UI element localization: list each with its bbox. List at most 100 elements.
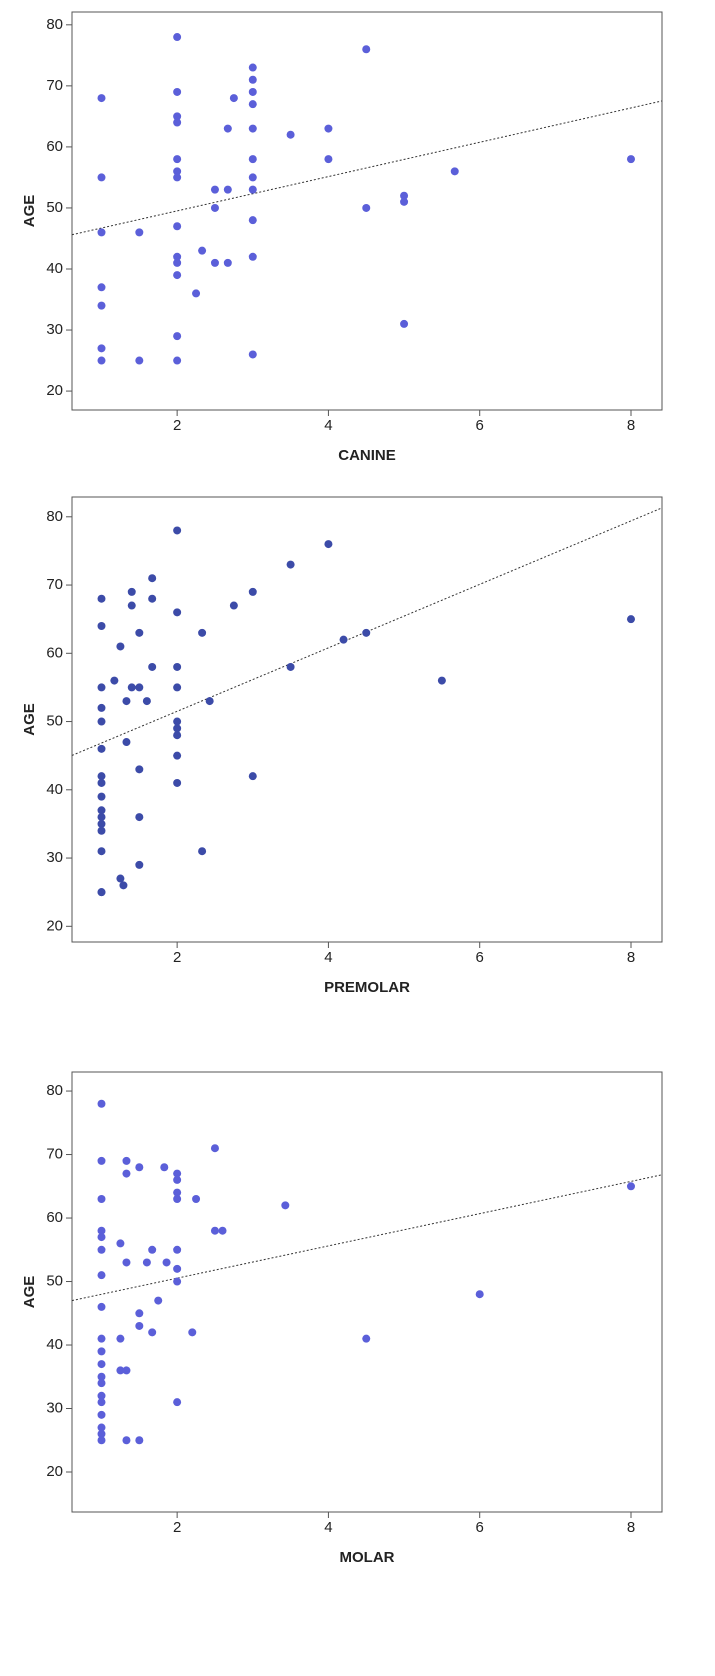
x-tick-label: 6 — [476, 417, 484, 434]
point — [248, 124, 257, 133]
point — [324, 540, 333, 549]
point — [97, 826, 106, 835]
point — [97, 94, 106, 103]
point — [229, 601, 238, 610]
point — [135, 860, 144, 869]
point — [97, 1156, 106, 1165]
point — [116, 1366, 125, 1375]
y-tick-label: 70 — [46, 576, 63, 593]
point — [97, 1379, 106, 1388]
point — [122, 1366, 131, 1375]
x-tick-label: 2 — [173, 417, 181, 434]
point — [281, 1201, 290, 1210]
point — [362, 628, 371, 637]
point — [135, 683, 144, 692]
point — [154, 1296, 163, 1305]
point — [198, 628, 207, 637]
point — [127, 587, 136, 596]
point — [97, 301, 106, 310]
point — [205, 697, 214, 706]
point — [173, 1398, 182, 1407]
point — [97, 744, 106, 753]
point — [173, 87, 182, 96]
point — [248, 587, 257, 596]
point — [223, 124, 232, 133]
point — [286, 130, 295, 139]
point — [173, 222, 182, 231]
y-tick-label: 40 — [46, 1336, 63, 1353]
x-tick-label: 4 — [324, 1519, 332, 1536]
point — [248, 173, 257, 182]
point — [162, 1258, 171, 1267]
point — [173, 252, 182, 261]
point — [116, 1239, 125, 1248]
point — [122, 697, 131, 706]
point — [248, 63, 257, 72]
x-axis-title: PREMOLAR — [324, 979, 410, 996]
point — [173, 683, 182, 692]
x-tick-label: 8 — [627, 1519, 635, 1536]
y-tick-label: 30 — [46, 321, 63, 338]
point — [248, 87, 257, 96]
point — [173, 1188, 182, 1197]
x-tick-label: 2 — [173, 949, 181, 966]
point — [248, 350, 257, 359]
x-tick-label: 4 — [324, 949, 332, 966]
y-tick-label: 20 — [46, 917, 63, 934]
y-tick-label: 40 — [46, 781, 63, 798]
point — [210, 1144, 219, 1153]
point — [97, 1271, 106, 1280]
point — [210, 258, 219, 267]
point — [192, 1194, 201, 1203]
x-tick-label: 8 — [627, 949, 635, 966]
point — [173, 1175, 182, 1184]
point — [97, 228, 106, 237]
point — [116, 1334, 125, 1343]
point — [198, 246, 207, 255]
point — [142, 1258, 151, 1267]
point — [450, 167, 459, 176]
y-tick-label: 50 — [46, 713, 63, 730]
point — [210, 203, 219, 212]
point — [97, 356, 106, 365]
x-tick-label: 6 — [476, 1519, 484, 1536]
point — [135, 1436, 144, 1445]
x-axis-title: MOLAR — [340, 1549, 395, 1566]
point — [97, 1347, 106, 1356]
point — [135, 356, 144, 365]
point — [173, 271, 182, 280]
point — [173, 1194, 182, 1203]
point — [362, 1334, 371, 1343]
point — [173, 118, 182, 127]
point — [97, 1391, 106, 1400]
point — [97, 1194, 106, 1203]
point — [135, 1321, 144, 1330]
point — [97, 1360, 106, 1369]
point — [173, 731, 182, 740]
point — [160, 1163, 169, 1172]
point — [173, 1169, 182, 1178]
point — [97, 594, 106, 603]
point — [116, 642, 125, 651]
point — [173, 258, 182, 267]
point — [135, 765, 144, 774]
point — [210, 1226, 219, 1235]
point — [97, 772, 106, 781]
point — [97, 888, 106, 897]
fit-line — [71, 507, 663, 756]
point — [122, 1156, 131, 1165]
point — [248, 252, 257, 261]
y-tick-label: 80 — [46, 16, 63, 33]
y-tick-label: 20 — [46, 382, 63, 399]
point — [122, 738, 131, 747]
point — [148, 574, 157, 583]
point — [122, 1169, 131, 1178]
point — [97, 344, 106, 353]
point — [97, 1436, 106, 1445]
point — [198, 847, 207, 856]
point — [173, 751, 182, 760]
point — [362, 203, 371, 212]
point — [173, 356, 182, 365]
point — [142, 697, 151, 706]
